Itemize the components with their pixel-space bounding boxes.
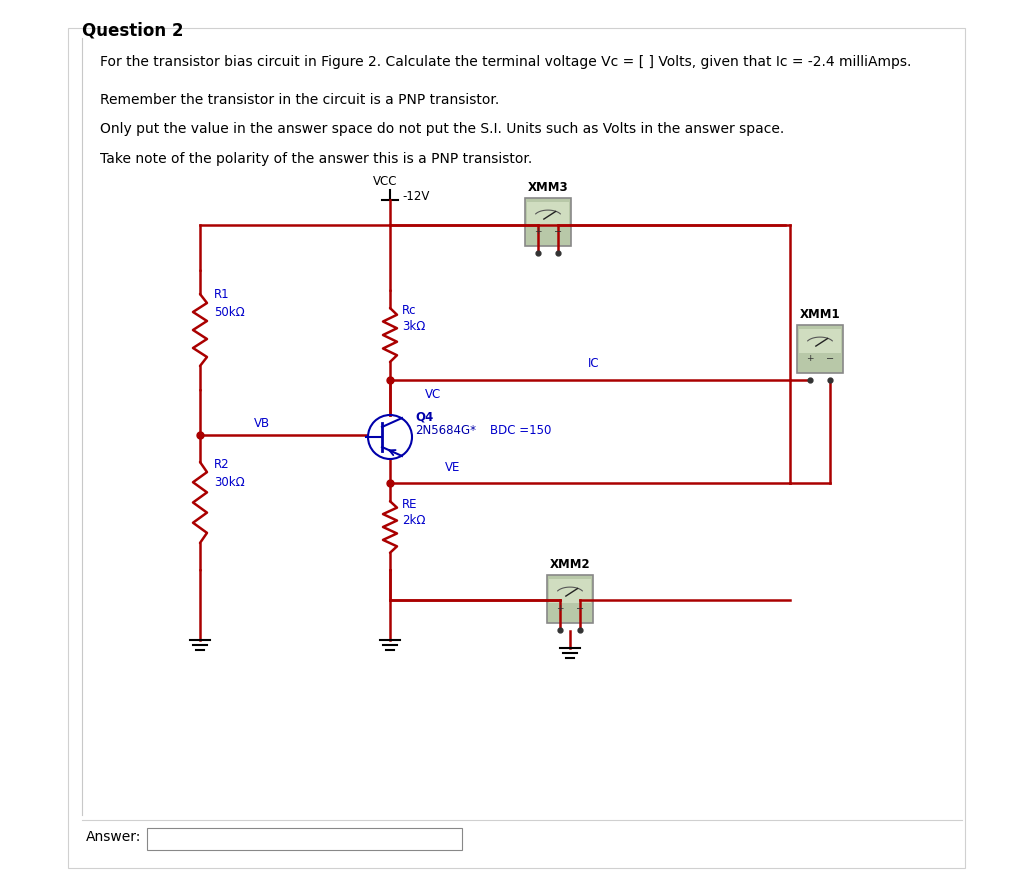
Text: Question 2: Question 2 <box>82 22 184 40</box>
Text: BDC =150: BDC =150 <box>490 424 552 437</box>
Text: 2N5684G*: 2N5684G* <box>415 424 476 437</box>
Text: RE: RE <box>402 497 417 510</box>
FancyBboxPatch shape <box>525 198 571 246</box>
FancyBboxPatch shape <box>549 579 591 603</box>
Text: 50kΩ: 50kΩ <box>214 305 245 318</box>
Text: XMM1: XMM1 <box>800 308 840 321</box>
Text: Answer:: Answer: <box>86 830 142 844</box>
Text: IC: IC <box>588 357 599 370</box>
Text: R1: R1 <box>214 289 229 302</box>
Text: For the transistor bias circuit in Figure 2. Calculate the terminal voltage Vᴄ =: For the transistor bias circuit in Figur… <box>100 55 911 69</box>
Text: Only put the value in the answer space do not put the S.I. Units such as Volts i: Only put the value in the answer space d… <box>100 122 784 136</box>
Text: −: − <box>576 603 584 614</box>
Text: +: + <box>534 227 541 236</box>
Text: Remember the transistor in the circuit is a PNP transistor.: Remember the transistor in the circuit i… <box>100 93 499 107</box>
FancyBboxPatch shape <box>799 329 841 353</box>
FancyBboxPatch shape <box>147 828 462 850</box>
FancyBboxPatch shape <box>527 202 569 226</box>
Text: VCC: VCC <box>373 175 398 188</box>
Text: −: − <box>826 353 834 364</box>
Text: +: + <box>556 604 564 613</box>
Text: Q4: Q4 <box>415 410 433 424</box>
Text: R2: R2 <box>214 459 229 472</box>
Text: VB: VB <box>254 417 270 430</box>
FancyBboxPatch shape <box>547 575 593 623</box>
Text: VE: VE <box>445 461 461 474</box>
Text: −: − <box>554 226 562 237</box>
Text: XMM2: XMM2 <box>550 558 590 571</box>
Text: VC: VC <box>425 389 441 402</box>
Text: XMM3: XMM3 <box>528 181 568 194</box>
Text: Rc: Rc <box>402 303 416 317</box>
Text: +: + <box>806 354 814 363</box>
Text: 30kΩ: 30kΩ <box>214 475 245 488</box>
Text: 2kΩ: 2kΩ <box>402 515 426 527</box>
Text: -12V: -12V <box>402 190 430 203</box>
FancyBboxPatch shape <box>797 325 843 373</box>
Text: Take note of the polarity of the answer this is a PNP transistor.: Take note of the polarity of the answer … <box>100 152 532 166</box>
Text: 3kΩ: 3kΩ <box>402 320 426 333</box>
